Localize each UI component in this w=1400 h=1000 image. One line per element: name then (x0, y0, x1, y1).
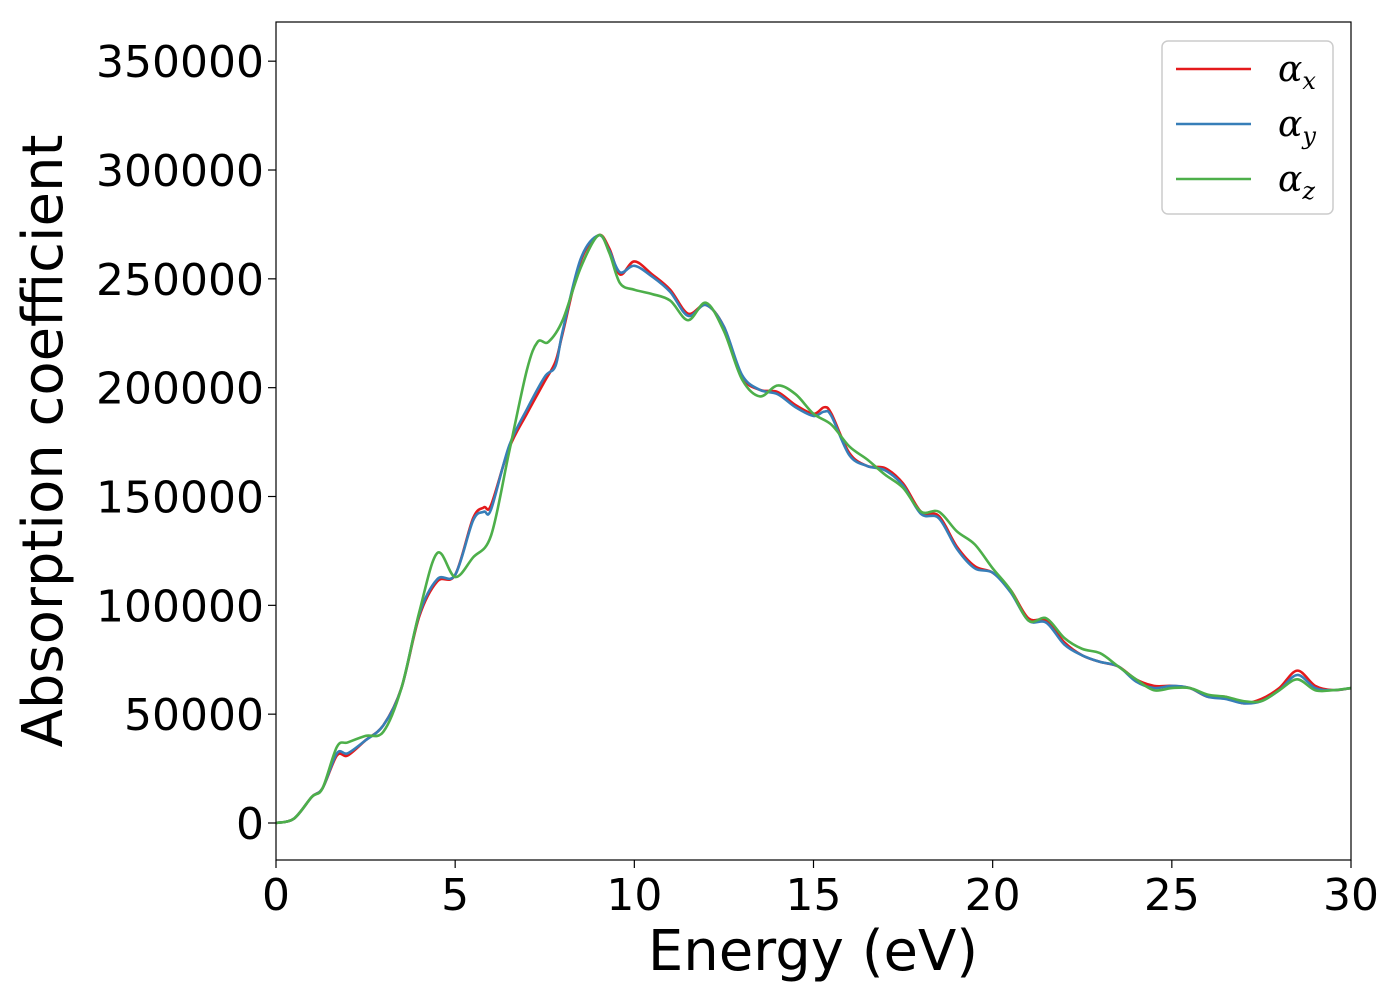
x-axis-title: Energy (eV) (648, 919, 978, 984)
legend-label-z: αz (1278, 159, 1315, 205)
y-tick-label: 350000 (96, 37, 264, 88)
x-tick-label: 0 (262, 870, 290, 921)
y-tick-label: 0 (236, 799, 264, 850)
y-tick-label: 300000 (96, 146, 264, 197)
legend-label-y: αy (1278, 104, 1316, 150)
y-tick-label: 100000 (96, 581, 264, 632)
y-tick-label: 200000 (96, 364, 264, 415)
y-axis-title: Absorption coefficient (11, 135, 76, 748)
legend-label-x: αx (1278, 49, 1316, 95)
x-tick-label: 25 (1144, 870, 1200, 921)
x-tick-label: 15 (786, 870, 842, 921)
y-axis: 0 50000 100000 150000 200000 250000 300000 3500… (96, 37, 276, 850)
y-tick-label: 50000 (124, 690, 264, 741)
legend-box (1161, 40, 1334, 215)
y-tick-label: 250000 (96, 255, 264, 306)
x-tick-label: 20 (965, 870, 1021, 921)
series-line-y (275, 233, 1352, 825)
legend: αx αy αz (1161, 40, 1334, 215)
series-line-z (275, 233, 1352, 825)
series-layer (275, 233, 1352, 825)
x-axis: 0 5 10 15 20 25 30 (262, 860, 1379, 921)
y-tick-label: 150000 (96, 473, 264, 524)
x-tick-label: 30 (1323, 870, 1379, 921)
x-tick-label: 5 (441, 870, 469, 921)
x-tick-label: 10 (606, 870, 662, 921)
